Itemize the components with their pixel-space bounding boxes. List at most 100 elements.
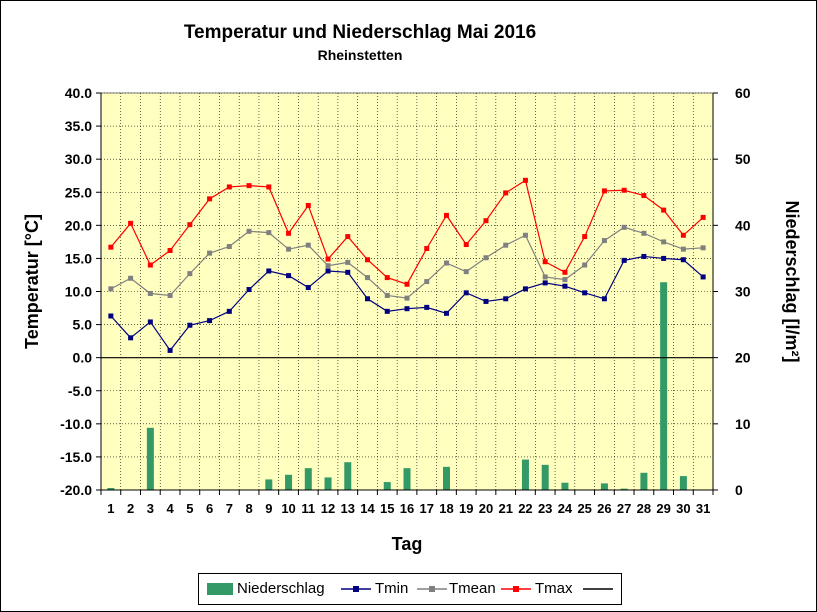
- legend-swatch-niederschlag: [207, 583, 233, 595]
- point-tmax-4: [167, 247, 173, 253]
- point-tmax-17: [424, 245, 430, 251]
- x-tick-label: 31: [696, 501, 710, 516]
- y-tick-label-left: -15.0: [60, 449, 92, 465]
- point-tmax-20: [483, 218, 489, 224]
- y-tick-label-left: 0.0: [73, 350, 93, 366]
- x-tick-label: 21: [498, 501, 512, 516]
- point-tmin-10: [286, 273, 292, 279]
- point-tmin-17: [424, 304, 430, 310]
- x-tick-label: 6: [206, 501, 213, 516]
- point-tmin-15: [384, 308, 390, 314]
- point-tmax-19: [463, 242, 469, 248]
- point-tmean-31: [700, 245, 706, 251]
- y-tick-label-left: 25.0: [65, 184, 92, 200]
- y-tick-label-left: 15.0: [65, 250, 92, 266]
- point-tmin-13: [345, 269, 351, 275]
- point-tmin-12: [325, 268, 331, 274]
- point-tmin-24: [562, 283, 568, 289]
- point-tmax-12: [325, 256, 331, 262]
- x-tick-label: 18: [439, 501, 453, 516]
- bar-niederschlag-28: [640, 472, 648, 490]
- x-tick-label: 30: [676, 501, 690, 516]
- point-tmean-15: [384, 292, 390, 298]
- point-tmin-2: [128, 335, 134, 341]
- point-tmin-26: [601, 296, 607, 302]
- point-tmin-21: [503, 296, 509, 302]
- point-tmax-30: [680, 232, 686, 238]
- x-tick-label: 9: [265, 501, 272, 516]
- point-tmax-21: [503, 190, 509, 196]
- chart-title: Temperatur und Niederschlag Mai 2016: [183, 22, 537, 43]
- point-tmean-6: [207, 250, 213, 256]
- point-tmean-8: [246, 228, 252, 234]
- x-tick-label: 12: [321, 501, 335, 516]
- bar-niederschlag-29: [660, 282, 668, 490]
- x-tick-label: 27: [617, 501, 631, 516]
- point-tmean-2: [128, 275, 134, 281]
- legend: Niederschlag Tmin Tmean Tmax: [198, 573, 622, 605]
- bar-niederschlag-27: [620, 488, 628, 490]
- x-tick-label: 3: [147, 501, 154, 516]
- x-tick-label: 8: [245, 501, 252, 516]
- x-tick-label: 19: [459, 501, 473, 516]
- point-tmin-25: [582, 290, 588, 296]
- y-tick-label-right: 30: [735, 284, 751, 300]
- legend-swatch-zero-line: [583, 588, 613, 590]
- y-tick-label-left: 30.0: [65, 151, 92, 167]
- bar-niederschlag-11: [304, 468, 312, 490]
- point-tmean-27: [621, 224, 627, 230]
- legend-swatch-tmean: [417, 586, 447, 592]
- legend-swatch-tmin: [341, 586, 371, 592]
- point-tmax-7: [226, 184, 232, 190]
- point-tmax-10: [286, 230, 292, 236]
- bar-niederschlag-30: [679, 476, 687, 490]
- point-tmean-21: [503, 242, 509, 248]
- point-tmin-14: [365, 296, 371, 302]
- point-tmean-25: [582, 262, 588, 268]
- x-tick-label: 5: [186, 501, 193, 516]
- point-tmax-2: [128, 220, 134, 226]
- x-tick-label: 14: [360, 501, 375, 516]
- point-tmax-9: [266, 184, 272, 190]
- point-tmean-12: [325, 263, 331, 269]
- point-tmean-18: [443, 260, 449, 266]
- y-tick-label-left: 20.0: [65, 217, 92, 233]
- y-tick-label-left: 40.0: [65, 85, 92, 101]
- point-tmax-1: [108, 244, 114, 250]
- point-tmin-29: [661, 255, 667, 261]
- point-tmax-28: [641, 193, 647, 199]
- bar-niederschlag-26: [600, 483, 608, 490]
- point-tmin-18: [443, 310, 449, 316]
- x-tick-label: 22: [518, 501, 532, 516]
- point-tmax-14: [365, 257, 371, 263]
- point-tmean-30: [680, 246, 686, 252]
- point-tmean-9: [266, 230, 272, 236]
- point-tmean-11: [305, 242, 311, 248]
- point-tmin-1: [108, 313, 114, 319]
- point-tmean-3: [147, 290, 153, 296]
- point-tmean-26: [601, 238, 607, 244]
- point-tmean-10: [286, 246, 292, 252]
- point-tmax-31: [700, 214, 706, 220]
- point-tmin-9: [266, 268, 272, 274]
- x-tick-label: 17: [420, 501, 434, 516]
- point-tmean-16: [404, 295, 410, 301]
- x-tick-label: 1: [107, 501, 114, 516]
- y-tick-label-right: 40: [735, 217, 751, 233]
- y-tick-label-right: 10: [735, 416, 751, 432]
- point-tmax-11: [305, 202, 311, 208]
- x-tick-label: 23: [538, 501, 552, 516]
- point-tmax-3: [147, 262, 153, 268]
- point-tmean-5: [187, 271, 193, 277]
- legend-label-tmin: Tmin: [375, 580, 409, 597]
- x-tick-label: 20: [479, 501, 493, 516]
- legend-label-tmax: Tmax: [535, 580, 573, 597]
- point-tmin-20: [483, 298, 489, 304]
- point-tmax-15: [384, 275, 390, 281]
- x-tick-label: 4: [166, 501, 174, 516]
- point-tmax-24: [562, 269, 568, 275]
- x-tick-label: 24: [558, 501, 573, 516]
- point-tmin-23: [542, 280, 548, 286]
- x-tick-label: 10: [281, 501, 295, 516]
- point-tmean-14: [365, 275, 371, 281]
